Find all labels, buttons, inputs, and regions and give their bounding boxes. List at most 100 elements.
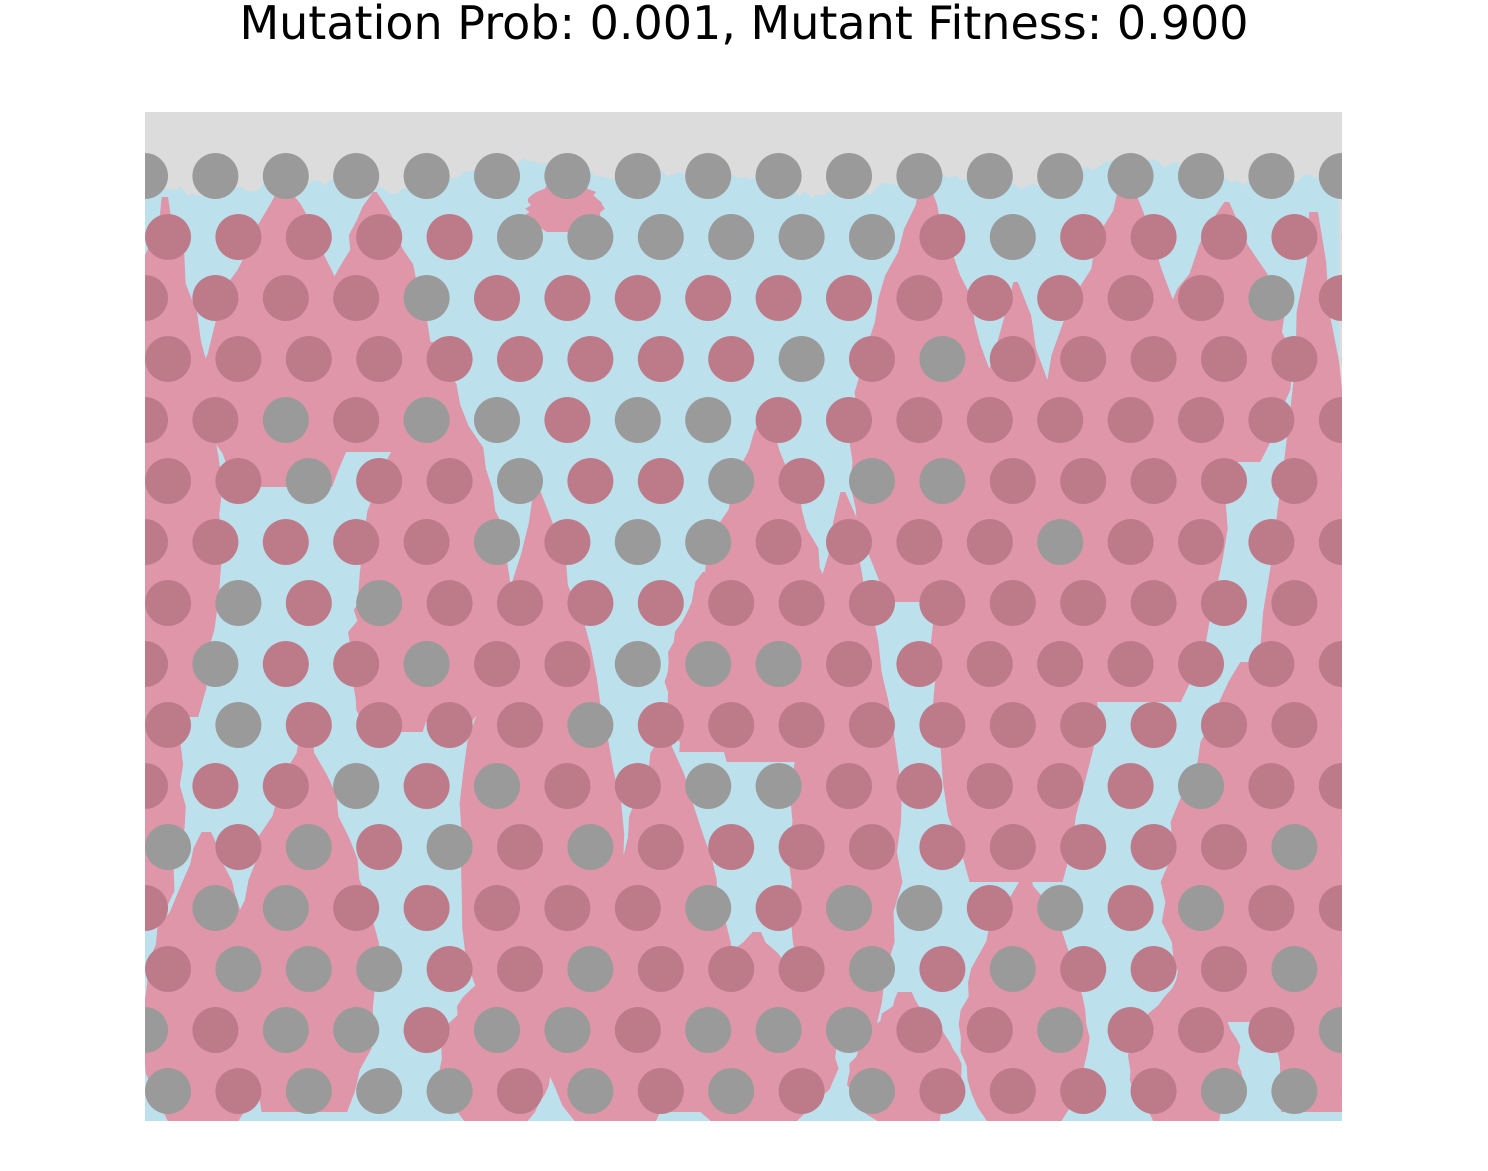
obstacle bbox=[1318, 641, 1342, 687]
obstacle bbox=[1271, 702, 1318, 748]
obstacle bbox=[403, 519, 450, 565]
obstacle bbox=[145, 214, 191, 260]
obstacle bbox=[637, 580, 684, 626]
obstacle bbox=[637, 458, 684, 504]
obstacle bbox=[1201, 1068, 1247, 1114]
obstacle bbox=[826, 763, 872, 809]
obstacle bbox=[544, 763, 591, 809]
obstacle bbox=[567, 336, 614, 382]
obstacle bbox=[614, 1007, 661, 1053]
obstacle bbox=[145, 885, 168, 931]
obstacle bbox=[778, 946, 825, 992]
obstacle bbox=[1248, 519, 1295, 565]
obstacle bbox=[356, 458, 403, 504]
obstacle bbox=[145, 397, 168, 443]
obstacle bbox=[215, 946, 262, 992]
obstacle bbox=[1060, 702, 1107, 748]
obstacle bbox=[1037, 763, 1084, 809]
obstacle bbox=[1178, 275, 1224, 321]
obstacle bbox=[192, 1007, 239, 1053]
obstacle bbox=[1130, 458, 1177, 504]
obstacle bbox=[896, 519, 943, 565]
obstacle bbox=[426, 580, 473, 626]
obstacle bbox=[544, 275, 591, 321]
obstacle bbox=[403, 1007, 450, 1053]
obstacle bbox=[708, 336, 755, 382]
obstacle bbox=[285, 1068, 332, 1114]
obstacle bbox=[403, 153, 450, 199]
obstacle bbox=[637, 824, 684, 870]
obstacle bbox=[403, 397, 450, 443]
obstacle bbox=[544, 1007, 591, 1053]
mutant-sector bbox=[145, 832, 273, 1121]
obstacle bbox=[989, 702, 1036, 748]
obstacle bbox=[544, 397, 591, 443]
obstacle bbox=[637, 702, 684, 748]
obstacle bbox=[1037, 397, 1084, 443]
obstacle bbox=[755, 763, 802, 809]
mutant-sector bbox=[787, 492, 903, 1032]
obstacle bbox=[755, 275, 802, 321]
obstacle bbox=[262, 519, 309, 565]
obstacle bbox=[614, 885, 661, 931]
obstacle bbox=[896, 1007, 943, 1053]
obstacle bbox=[544, 519, 591, 565]
obstacle bbox=[1318, 763, 1342, 809]
obstacle bbox=[333, 275, 380, 321]
obstacle bbox=[333, 153, 380, 199]
obstacle bbox=[1060, 458, 1107, 504]
obstacle bbox=[685, 885, 732, 931]
obstacle bbox=[1248, 275, 1295, 321]
obstacle bbox=[896, 397, 943, 443]
obstacle bbox=[755, 885, 802, 931]
obstacle bbox=[685, 1007, 732, 1053]
obstacle bbox=[426, 1068, 473, 1114]
obstacle bbox=[826, 153, 872, 199]
obstacle bbox=[262, 1007, 309, 1053]
obstacle bbox=[1037, 641, 1084, 687]
obstacle bbox=[1248, 885, 1295, 931]
obstacle bbox=[403, 763, 450, 809]
obstacle bbox=[896, 153, 943, 199]
obstacle bbox=[778, 1068, 825, 1114]
obstacle bbox=[333, 641, 380, 687]
obstacle bbox=[1178, 1007, 1224, 1053]
obstacle bbox=[1107, 275, 1154, 321]
obstacle bbox=[826, 641, 872, 687]
obstacle bbox=[966, 885, 1013, 931]
obstacle bbox=[474, 519, 520, 565]
obstacle bbox=[145, 641, 168, 687]
obstacle bbox=[356, 580, 403, 626]
obstacle bbox=[1130, 580, 1177, 626]
obstacle bbox=[685, 641, 732, 687]
obstacle bbox=[567, 946, 614, 992]
obstacle bbox=[285, 580, 332, 626]
obstacle bbox=[192, 763, 239, 809]
obstacle bbox=[497, 458, 543, 504]
obstacle bbox=[1107, 397, 1154, 443]
obstacle bbox=[614, 763, 661, 809]
obstacle bbox=[567, 214, 614, 260]
obstacle bbox=[1130, 1068, 1177, 1114]
obstacle bbox=[497, 824, 543, 870]
obstacle bbox=[1201, 214, 1247, 260]
obstacle bbox=[637, 214, 684, 260]
obstacle bbox=[1130, 336, 1177, 382]
obstacle bbox=[896, 763, 943, 809]
obstacle bbox=[145, 336, 191, 382]
obstacle bbox=[685, 153, 732, 199]
obstacle bbox=[966, 275, 1013, 321]
obstacle bbox=[356, 214, 403, 260]
mutant-sector bbox=[200, 187, 367, 487]
obstacle bbox=[849, 702, 895, 748]
obstacle bbox=[919, 336, 966, 382]
obstacle bbox=[1248, 763, 1295, 809]
obstacle bbox=[1318, 885, 1342, 931]
obstacle bbox=[426, 946, 473, 992]
obstacle bbox=[145, 1068, 191, 1114]
obstacle bbox=[474, 641, 520, 687]
simulation-field bbox=[145, 112, 1342, 1121]
obstacle bbox=[474, 1007, 520, 1053]
obstacle bbox=[474, 275, 520, 321]
obstacle bbox=[826, 275, 872, 321]
